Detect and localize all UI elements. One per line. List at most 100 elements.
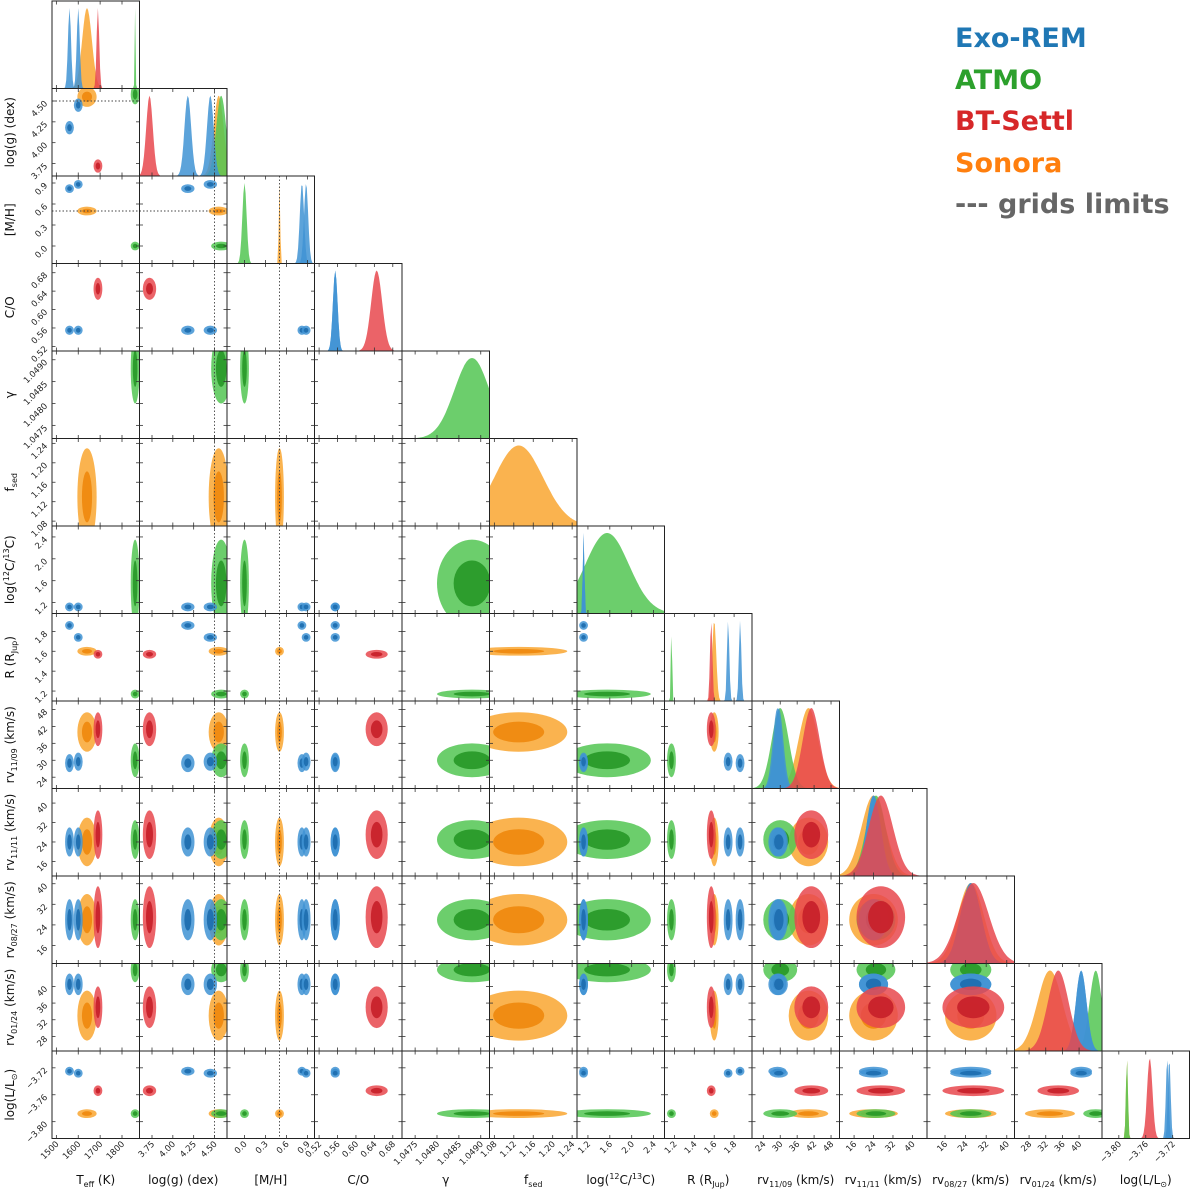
x-tick-label: 1.4 [683,1140,700,1157]
contour-inner-exo-rem [332,908,338,931]
panel-12-12 [1101,1050,1190,1139]
panel-frame [314,525,403,614]
panel-8-3 [314,700,403,789]
contour-inner-exo-rem [737,978,743,991]
contour-inner-sonora [81,648,93,654]
contour-inner-atmo [242,351,247,387]
contour-inner-bt-settl [146,720,153,739]
panel-11-11 [1014,963,1103,1052]
contour-inner-atmo [584,829,631,850]
x-tick-label: 36 [788,1140,803,1155]
contour-inner-exo-rem [67,186,72,191]
y-tick-label: 0.68 [30,271,50,291]
panel-frame [51,263,140,352]
panel-11-0 [51,963,140,1052]
contour-inner-atmo [242,1111,247,1116]
marginal-exo-rem-2 [227,184,315,264]
panel-10-6 [576,875,665,964]
panel-frame [139,263,228,352]
contour-inner-exo-rem [332,604,338,610]
contour-inner-exo-rem [75,327,81,333]
y-axis-label-9: rv11/11 (km/s) [3,794,19,871]
contour-inner-sonora [493,829,545,855]
marginal-exo-rem-1 [139,95,227,176]
contour-inner-atmo [584,751,631,770]
contour-inner-exo-rem [737,758,743,768]
x-axis-label-10: rv08/27 (km/s) [932,1173,1009,1189]
contour-inner-exo-rem [206,834,214,850]
contour-inner-atmo [242,560,247,607]
y-tick-label: 30 [35,758,50,773]
contour-inner-exo-rem [303,756,309,767]
contour-inner-bt-settl [146,900,153,934]
y-tick-label: 0.60 [30,308,50,328]
y-axis-label-12: log(L/L⊙) [3,1069,19,1121]
x-tick-label: −3.80 [1098,1140,1124,1166]
contour-inner-exo-rem [1075,1070,1087,1076]
contour-inner-exo-rem [737,1068,743,1074]
panel-12-11 [1014,1050,1103,1139]
contour-inner-exo-rem [75,978,81,991]
contour-inner-atmo [132,560,138,607]
contour-inner-atmo [453,908,490,931]
panel-9-1 [139,788,228,877]
panel-4-0 [51,350,140,439]
contour-inner-exo-rem [206,327,214,333]
y-tick-label: −3.80 [25,1120,51,1146]
x-tick-label: 1600 [61,1140,83,1162]
y-tick-label: 28 [35,1034,50,1049]
y-tick-label: 24 [35,775,50,790]
contour-inner-bt-settl [708,720,714,739]
contour-inner-bt-settl [146,996,153,1019]
marginal-bt-settl-8 [752,708,840,789]
panel-7-5 [489,613,578,702]
contour-inner-atmo [453,1111,490,1116]
panel-frame [401,438,490,527]
panel-frame [576,613,665,702]
contour-inner-exo-rem [184,758,192,768]
panel-9-2 [226,788,315,877]
x-tick-label: 32 [1036,1140,1051,1155]
y-axis-label-6: log(12C/13C) [2,535,17,604]
contour-inner-bt-settl [95,651,101,657]
contour-inner-atmo [669,963,674,977]
y-tick-label: 4.50 [30,99,50,119]
contour-inner-exo-rem [332,1070,338,1076]
contour-inner-atmo [669,829,674,850]
x-tick-label: 1800 [105,1140,127,1162]
panel-12-5 [489,1050,578,1139]
legend-entry-bt-settl: BT-Settl [955,106,1075,137]
contour-inner-bt-settl [95,283,101,295]
contour-inner-exo-rem [332,635,338,640]
panel-frame [226,263,315,352]
contour-inner-bt-settl [708,1087,714,1094]
contour-inner-bt-settl [708,821,714,848]
panel-4-2 [226,350,315,439]
panel-4-1 [139,350,228,439]
contour-inner-bt-settl [370,720,383,739]
contour-inner-exo-rem [737,908,743,931]
contour-inner-atmo [132,243,138,249]
marginal-exo-rem-0 [52,8,140,89]
x-tick-label: 0.3 [254,1140,271,1157]
contour-inner-exo-rem [725,1070,731,1076]
x-axis-label-7: R (RJup) [687,1173,729,1189]
legend-entry-exo-rem: Exo-REM [955,23,1087,54]
contour-inner-bt-settl [868,900,894,934]
contour-inner-exo-rem [303,327,309,333]
y-axis-label-8: rv11/09 (km/s) [3,706,19,783]
y-tick-label: 36 [35,1001,50,1016]
x-tick-label: 40 [997,1140,1012,1155]
x-tick-label: 24 [754,1140,769,1155]
panel-4-4 [401,350,490,439]
x-axis-label-3: C/O [347,1173,369,1187]
contour-inner-sonora [277,1111,282,1116]
x-tick-label: −3.72 [1152,1140,1178,1166]
x-axis-label-5: fsed [524,1173,542,1189]
contour-inner-atmo [215,751,227,770]
contour-inner-bt-settl [95,1087,101,1094]
contour-inner-bt-settl [868,996,894,1019]
contour-inner-exo-rem [75,101,81,109]
contour-inner-exo-rem [184,604,192,610]
